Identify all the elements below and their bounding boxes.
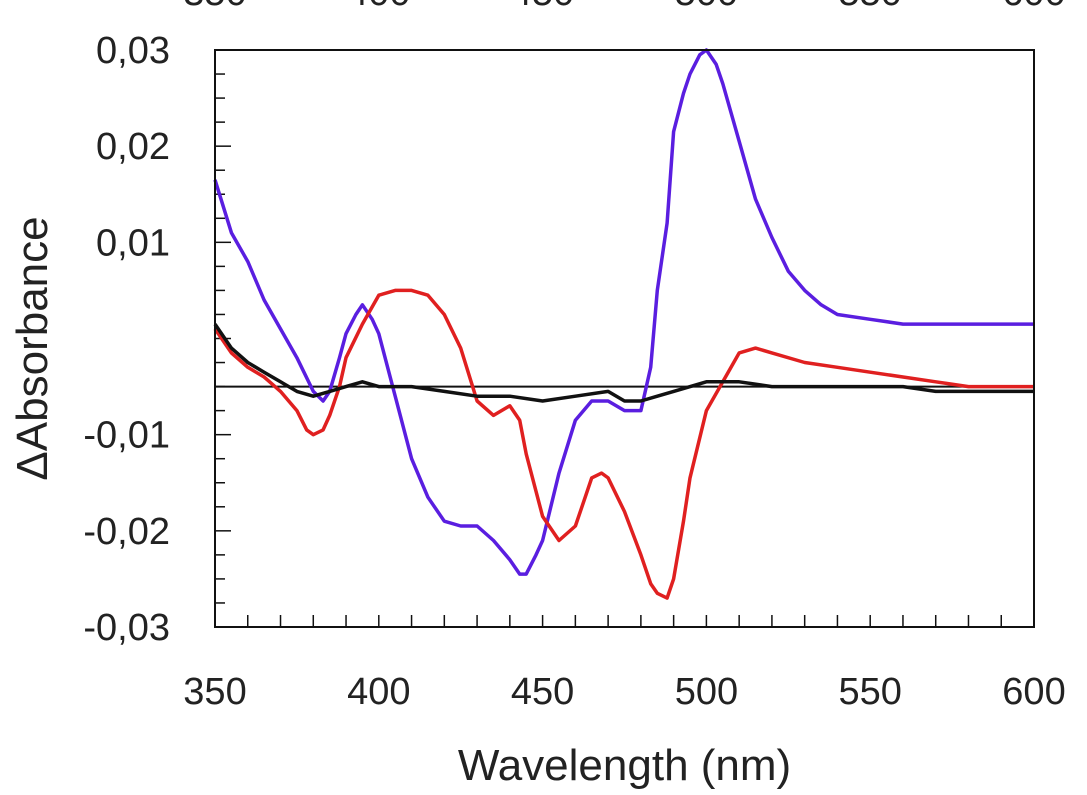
top-x-tick-label: 500 [675, 0, 738, 14]
top-x-tick-label: 450 [511, 0, 574, 14]
x-tick-label: 350 [183, 671, 246, 713]
series-layer [213, 48, 1034, 600]
y-tick-label: -0,03 [83, 607, 170, 649]
y-tick-label: 0,01 [96, 222, 170, 264]
y-tick-label: 0,03 [96, 30, 170, 72]
y-tick-label: 0,02 [96, 126, 170, 168]
x-axis-tick-labels: 350 400 450 500 550 600 [183, 671, 1065, 713]
top-x-tick-label: 350 [183, 0, 246, 14]
x-tick-label: 400 [347, 671, 410, 713]
top-x-tick-label: 600 [1002, 0, 1065, 14]
top-axis-tick-labels: 350 400 450 500 550 600 [183, 0, 1065, 14]
x-axis-label: Wavelength (nm) [458, 741, 791, 790]
plot-frame [214, 49, 1035, 628]
y-tick-label: -0,02 [83, 511, 170, 553]
axis-ticks [214, 49, 1035, 628]
series-line-2 [213, 288, 1034, 600]
y-tick-label: -0,01 [83, 415, 170, 457]
x-tick-label: 550 [838, 671, 901, 713]
y-axis-label: ΔAbsorbance [8, 216, 57, 480]
top-x-tick-label: 400 [347, 0, 410, 14]
x-tick-label: 500 [675, 671, 738, 713]
x-tick-label: 600 [1002, 671, 1065, 713]
y-axis-tick-labels: -0,03 -0,02 -0,01 0,01 0,02 0,03 [83, 30, 170, 649]
series-line-1 [213, 48, 1034, 576]
x-tick-label: 450 [511, 671, 574, 713]
series-line-3 [213, 323, 1034, 403]
top-x-tick-label: 550 [838, 0, 901, 14]
